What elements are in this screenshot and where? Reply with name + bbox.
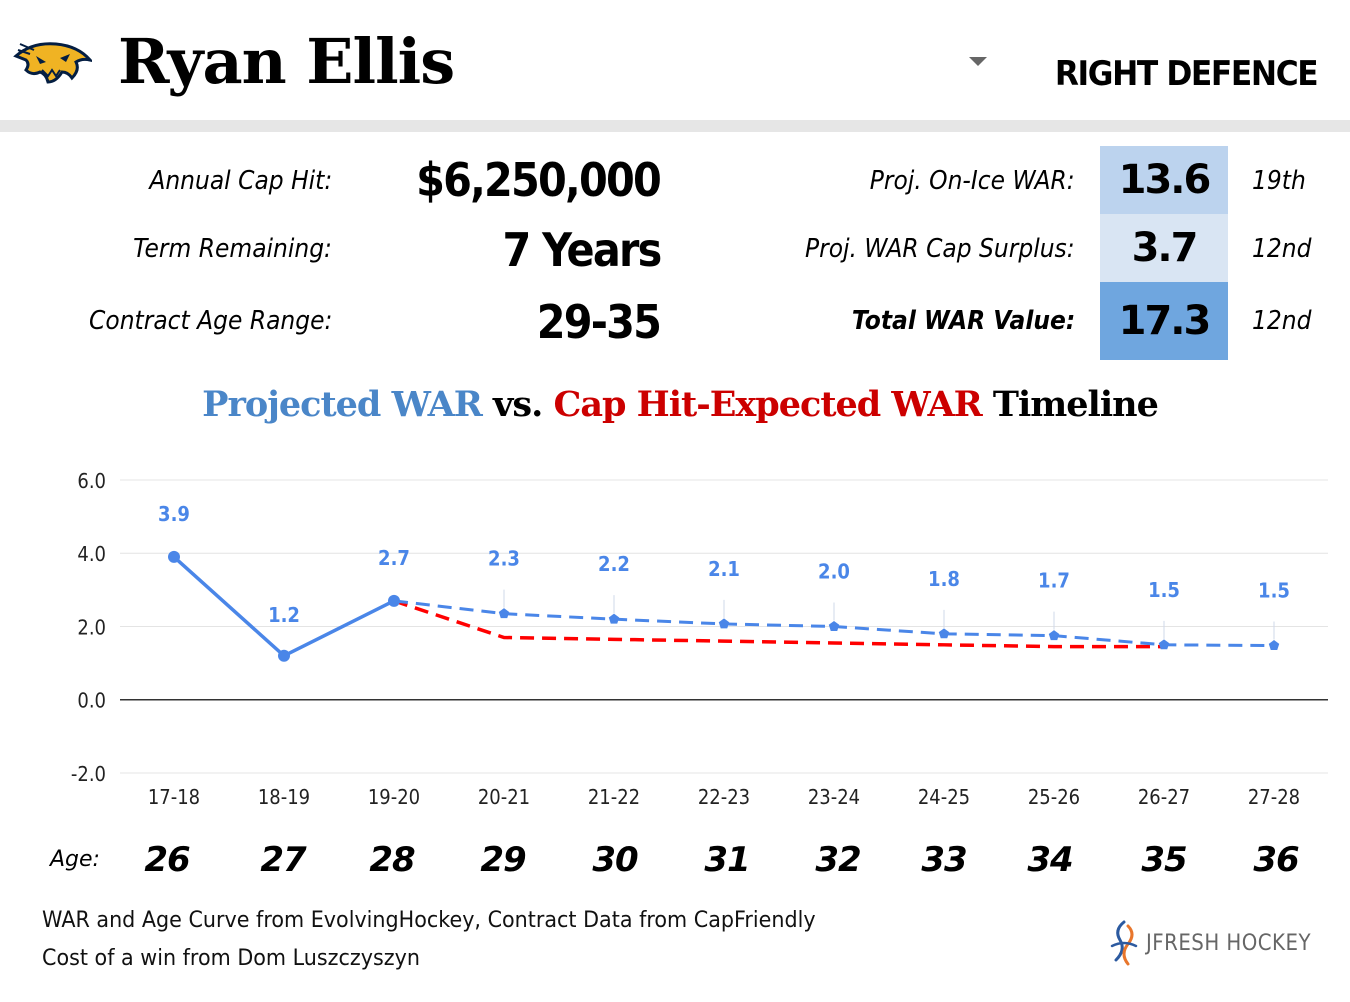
position-label: RIGHT DEFENCE	[1054, 54, 1319, 94]
brand-name: JFRESH HOCKEY	[1146, 931, 1311, 956]
age-value: 27	[260, 840, 306, 880]
x-tick-label: 22-23	[698, 786, 750, 809]
age-value: 32	[815, 840, 861, 880]
age-range-value: 29-35	[536, 295, 662, 349]
x-tick-label: 18-19	[258, 786, 310, 809]
x-tick-label: 21-22	[588, 786, 640, 809]
projected-war-point	[938, 628, 950, 639]
projected-war-point	[498, 608, 510, 619]
footnote-sources: WAR and Age Curve from EvolvingHockey, C…	[42, 908, 816, 933]
projected-war-point	[608, 613, 620, 624]
war-data-label: 2.1	[708, 558, 740, 581]
war-data-label: 1.5	[1258, 580, 1290, 603]
footnote-cost-of-win: Cost of a win from Dom Luszczyszyn	[42, 946, 420, 971]
war-data-label: 2.7	[378, 547, 410, 570]
age-range-label: Contract Age Range:	[88, 306, 332, 336]
y-tick-label: 6.0	[77, 470, 106, 493]
cap-hit-label: Annual Cap Hit:	[149, 166, 332, 196]
chart-title-timeline: Timeline	[981, 384, 1159, 425]
brand: JFRESH HOCKEY	[1106, 918, 1336, 970]
historical-war-point	[168, 550, 180, 563]
y-tick-label: 4.0	[77, 543, 106, 566]
cap-surplus-rank: 12nd	[1252, 234, 1312, 264]
on-ice-war-rank: 19th	[1252, 166, 1306, 196]
age-value: 29	[480, 840, 526, 880]
cap-surplus-value: 3.7	[1100, 214, 1228, 282]
x-tick-label: 27-28	[1248, 786, 1300, 809]
y-tick-label: -2.0	[71, 763, 106, 786]
cap-surplus-label: Proj. WAR Cap Surplus:	[805, 234, 1075, 264]
x-tick-label: 26-27	[1138, 786, 1190, 809]
chart-title: Projected WAR vs. Cap Hit-Expected WAR T…	[0, 380, 1350, 430]
age-value: 34	[1027, 840, 1073, 880]
total-war-rank: 12nd	[1252, 306, 1312, 336]
chart-title-vs: vs.	[481, 384, 554, 425]
projected-war-point	[1268, 640, 1280, 650]
header-divider	[0, 120, 1350, 132]
on-ice-war-value: 13.6	[1100, 146, 1228, 214]
x-tick-label: 25-26	[1028, 786, 1080, 809]
age-value: 28	[369, 840, 415, 880]
historical-war-point	[388, 594, 400, 607]
age-value: 36	[1253, 840, 1299, 880]
war-data-label: 3.9	[158, 503, 190, 526]
war-data-label: 1.7	[1038, 570, 1070, 593]
age-value: 26	[144, 840, 190, 880]
chart-title-projected: Projected WAR	[202, 384, 483, 425]
age-value: 31	[704, 840, 750, 880]
historical-war-point	[278, 649, 290, 662]
war-data-label: 1.5	[1148, 579, 1180, 602]
projected-war-point	[1158, 639, 1170, 650]
total-war-value: 17.3	[1100, 282, 1228, 360]
term-label: Term Remaining:	[133, 234, 332, 264]
projected-war-point	[1048, 630, 1060, 641]
caret-down-icon[interactable]	[969, 57, 987, 66]
projected-war-point	[828, 621, 840, 631]
x-tick-label: 17-18	[148, 786, 200, 809]
war-data-label: 1.8	[928, 568, 960, 591]
header: Ryan Ellis RIGHT DEFENCE	[0, 0, 1350, 122]
expected-war-line	[393, 599, 1164, 649]
x-tick-label: 19-20	[368, 786, 420, 809]
y-tick-label: 2.0	[77, 617, 106, 640]
cap-hit-value: $6,250,000	[416, 153, 662, 207]
on-ice-war-label: Proj. On-Ice WAR:	[870, 166, 1075, 196]
age-row-label: Age:	[50, 847, 100, 872]
age-value: 33	[921, 840, 967, 880]
total-war-label: Total WAR Value:	[851, 306, 1075, 336]
age-value: 30	[592, 840, 638, 880]
war-data-label: 2.0	[818, 561, 850, 584]
x-tick-label: 20-21	[478, 786, 530, 809]
term-value: 7 Years	[502, 223, 662, 277]
war-data-label: 1.2	[268, 604, 300, 627]
y-tick-label: 0.0	[77, 690, 106, 713]
x-tick-label: 24-25	[918, 786, 970, 809]
war-timeline-chart: -2.0 0.0 2.0 4.0 6.0 17-18 18-19 19-20 20-21 21-2…	[71, 470, 1328, 809]
projected-war-point	[718, 618, 730, 629]
chart-title-expected: Cap Hit-Expected WAR	[553, 384, 982, 425]
war-data-label: 2.2	[598, 553, 630, 576]
player-name: Ryan Ellis	[118, 25, 455, 98]
x-tick-label: 23-24	[808, 786, 860, 809]
predators-logo-icon	[13, 42, 92, 84]
war-data-label: 2.3	[488, 548, 520, 571]
age-value: 35	[1141, 840, 1187, 880]
jfresh-logo-icon	[1110, 920, 1138, 966]
